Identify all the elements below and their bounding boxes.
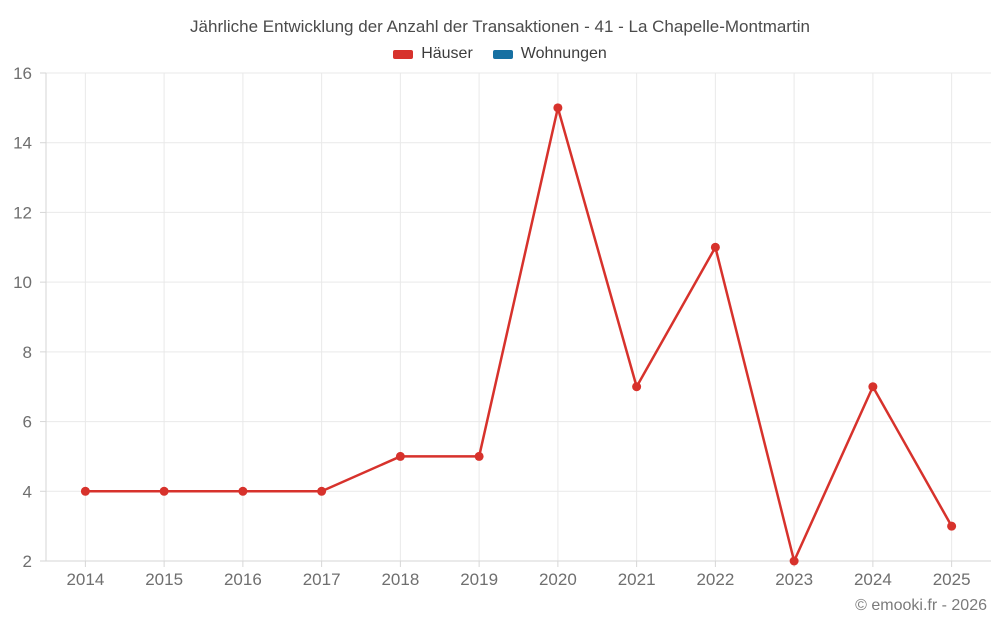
x-tick-label: 2015 (145, 570, 183, 589)
data-point (789, 556, 799, 566)
y-tick-label: 6 (23, 413, 32, 432)
x-tick-label: 2019 (460, 570, 498, 589)
y-tick-label: 4 (23, 482, 32, 501)
legend-label-wohnungen: Wohnungen (520, 45, 607, 62)
y-tick-label: 16 (13, 64, 32, 83)
x-tick-label: 2021 (618, 570, 656, 589)
data-point (868, 382, 878, 392)
x-tick-label: 2018 (381, 570, 419, 589)
x-tick-label: 2020 (539, 570, 577, 589)
legend-swatch-wohnungen (492, 49, 513, 59)
x-tick-label: 2025 (933, 570, 971, 589)
data-point (80, 486, 90, 496)
x-tick-label: 2023 (775, 570, 813, 589)
legend-item-hauser[interactable]: Häuser (393, 45, 473, 63)
y-tick-label: 14 (13, 134, 32, 153)
legend-swatch-hauser (393, 49, 414, 59)
data-point (947, 521, 957, 531)
x-tick-label: 2016 (224, 570, 262, 589)
copyright-footer: © emooki.fr - 2026 (855, 597, 987, 614)
data-point (553, 103, 563, 113)
series-line-häuser (84, 106, 953, 563)
x-tick-label: 2022 (696, 570, 734, 589)
data-point (632, 382, 642, 392)
legend: Häuser Wohnungen (0, 45, 1000, 63)
data-point (317, 486, 327, 496)
x-tick-label: 2017 (303, 570, 341, 589)
y-tick-label: 12 (13, 203, 32, 222)
data-point (159, 486, 169, 496)
legend-label-hauser: Häuser (421, 45, 473, 62)
x-tick-label: 2014 (66, 570, 104, 589)
y-tick-label: 10 (13, 273, 32, 292)
legend-item-wohnungen[interactable]: Wohnungen (492, 45, 607, 63)
x-tick-label: 2024 (854, 570, 892, 589)
data-point (710, 242, 720, 252)
y-tick-label: 8 (23, 343, 32, 362)
data-point (238, 486, 248, 496)
chart-title: Jährliche Entwicklung der Anzahl der Tra… (190, 17, 810, 36)
y-tick-label: 2 (23, 552, 32, 571)
data-point (395, 451, 405, 461)
data-point (474, 451, 484, 461)
